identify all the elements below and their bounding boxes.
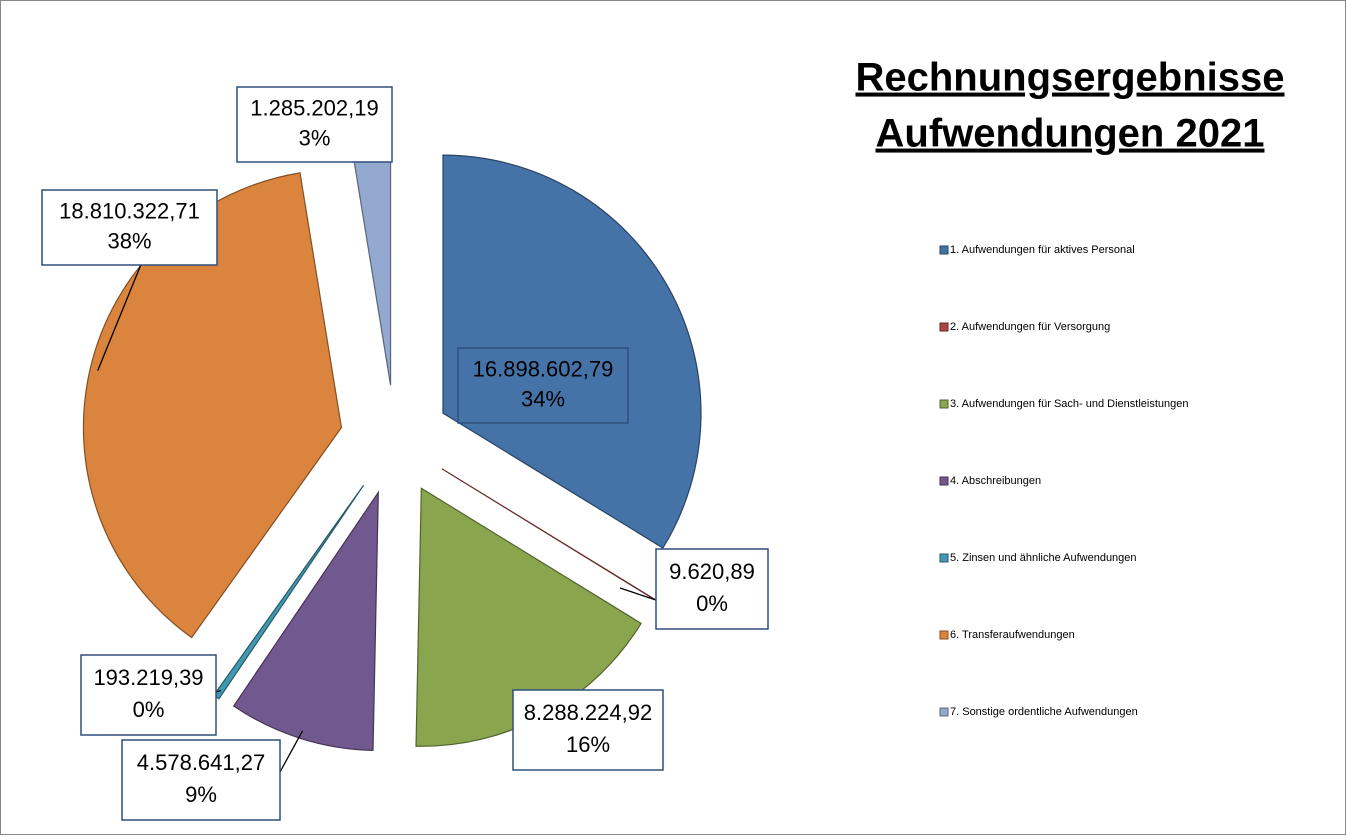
pie-slice bbox=[82, 172, 343, 639]
legend-label: 4. Abschreibungen bbox=[950, 475, 1041, 487]
legend-swatch bbox=[939, 399, 949, 409]
data-label-box bbox=[655, 548, 769, 630]
data-label-box bbox=[236, 86, 393, 163]
legend-label: 1. Aufwendungen für aktives Personal bbox=[950, 244, 1135, 256]
pie-slice bbox=[442, 154, 702, 549]
legend-swatch bbox=[939, 553, 949, 563]
legend-swatch bbox=[939, 245, 949, 255]
chart-title: Aufwendungen 2021 bbox=[876, 112, 1265, 156]
leader-line bbox=[215, 690, 221, 693]
pie-slice bbox=[232, 490, 379, 751]
legend-swatch bbox=[939, 707, 949, 717]
data-label-value: 16.898.602,79 bbox=[473, 356, 614, 381]
legend-swatch bbox=[939, 322, 949, 332]
data-label-value: 193.219,39 bbox=[93, 665, 203, 690]
legend-label: 6. Transferaufwendungen bbox=[950, 629, 1075, 641]
data-label-percent: 34% bbox=[521, 386, 565, 411]
legend-swatch bbox=[939, 476, 949, 486]
data-label-box bbox=[457, 347, 629, 424]
data-label-box bbox=[41, 189, 218, 266]
leader-line bbox=[619, 587, 656, 601]
legend-label: 3. Aufwendungen für Sach- und Dienstleis… bbox=[950, 398, 1189, 410]
legend-label: 7. Sonstige ordentliche Aufwendungen bbox=[950, 706, 1138, 718]
data-label-value: 1.285.202,19 bbox=[250, 95, 378, 120]
leader-line bbox=[279, 730, 304, 773]
data-label-box bbox=[512, 689, 664, 771]
data-label-box bbox=[121, 739, 281, 821]
chart-title: Rechnungsergebnisse bbox=[855, 56, 1284, 100]
data-label-value: 4.578.641,27 bbox=[137, 750, 265, 775]
legend-label: 2. Aufwendungen für Versorgung bbox=[950, 321, 1110, 333]
data-label-value: 8.288.224,92 bbox=[524, 700, 652, 725]
data-label-percent: 16% bbox=[566, 732, 610, 757]
legend-swatch bbox=[939, 630, 949, 640]
data-label-box bbox=[80, 654, 217, 736]
leader-line bbox=[97, 261, 143, 371]
legend-label: 5. Zinsen und ähnliche Aufwendungen bbox=[950, 552, 1137, 564]
data-label-value: 18.810.322,71 bbox=[59, 198, 200, 223]
data-label-percent: 0% bbox=[696, 591, 728, 616]
data-label-percent: 3% bbox=[299, 125, 331, 150]
data-label-percent: 38% bbox=[107, 228, 151, 253]
data-label-percent: 0% bbox=[133, 697, 165, 722]
data-label-value: 9.620,89 bbox=[669, 559, 755, 584]
data-label-percent: 9% bbox=[185, 782, 217, 807]
